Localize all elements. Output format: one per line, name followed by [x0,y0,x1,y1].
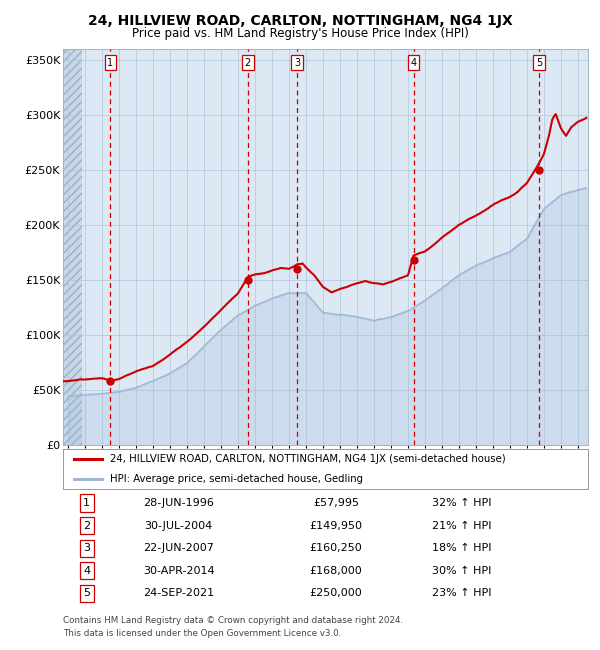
Text: 3: 3 [83,543,90,553]
Text: £168,000: £168,000 [310,566,362,576]
Text: 4: 4 [410,58,416,68]
Text: 32% ↑ HPI: 32% ↑ HPI [432,498,492,508]
Text: 30% ↑ HPI: 30% ↑ HPI [433,566,491,576]
Text: 1: 1 [83,498,90,508]
Text: £160,250: £160,250 [310,543,362,553]
Text: 1: 1 [107,58,113,68]
Text: 23% ↑ HPI: 23% ↑ HPI [432,588,492,599]
Text: 18% ↑ HPI: 18% ↑ HPI [432,543,492,553]
Text: 28-JUN-1996: 28-JUN-1996 [143,498,214,508]
Text: 30-APR-2014: 30-APR-2014 [143,566,214,576]
Text: 5: 5 [83,588,90,599]
Text: 30-JUL-2004: 30-JUL-2004 [145,521,212,530]
Text: 22-JUN-2007: 22-JUN-2007 [143,543,214,553]
Text: £57,995: £57,995 [313,498,359,508]
Text: Contains HM Land Registry data © Crown copyright and database right 2024.: Contains HM Land Registry data © Crown c… [63,616,403,625]
Text: £250,000: £250,000 [310,588,362,599]
Text: This data is licensed under the Open Government Licence v3.0.: This data is licensed under the Open Gov… [63,629,341,638]
Text: 21% ↑ HPI: 21% ↑ HPI [432,521,492,530]
Text: 5: 5 [536,58,542,68]
Bar [63,49,82,445]
Text: 4: 4 [83,566,90,576]
Text: HPI: Average price, semi-detached house, Gedling: HPI: Average price, semi-detached house,… [110,474,363,484]
Text: 24-SEP-2021: 24-SEP-2021 [143,588,214,599]
Text: 3: 3 [294,58,300,68]
Text: 2: 2 [245,58,251,68]
Text: Price paid vs. HM Land Registry's House Price Index (HPI): Price paid vs. HM Land Registry's House … [131,27,469,40]
Text: 24, HILLVIEW ROAD, CARLTON, NOTTINGHAM, NG4 1JX: 24, HILLVIEW ROAD, CARLTON, NOTTINGHAM, … [88,14,512,29]
Text: £149,950: £149,950 [310,521,362,530]
Text: 2: 2 [83,521,90,530]
Text: 24, HILLVIEW ROAD, CARLTON, NOTTINGHAM, NG4 1JX (semi-detached house): 24, HILLVIEW ROAD, CARLTON, NOTTINGHAM, … [110,454,506,464]
